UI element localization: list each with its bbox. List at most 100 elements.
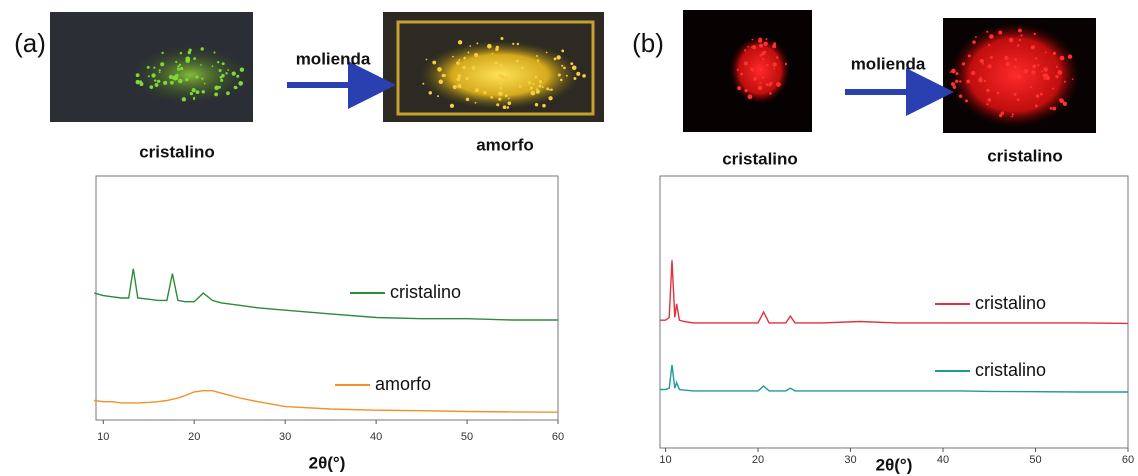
speck <box>763 42 767 46</box>
speck <box>1052 107 1056 111</box>
series-line <box>660 260 1128 323</box>
speck <box>538 85 541 88</box>
speck <box>1012 113 1014 115</box>
speck <box>180 67 183 70</box>
speck <box>737 69 739 71</box>
speck <box>463 66 466 69</box>
speck <box>1032 64 1036 68</box>
speck <box>177 65 179 67</box>
speck <box>752 39 754 41</box>
speck <box>160 62 164 66</box>
speck <box>196 90 200 94</box>
speck <box>496 46 499 49</box>
speck <box>747 46 749 48</box>
speck <box>965 99 968 102</box>
speck <box>744 49 746 51</box>
speck <box>466 98 469 101</box>
speck <box>495 61 498 64</box>
speck <box>177 68 180 71</box>
speck <box>536 55 538 57</box>
speck <box>483 91 486 94</box>
arrow-label: molienda <box>296 49 371 68</box>
legend-label: cristalino <box>975 360 1046 380</box>
speck <box>159 69 161 71</box>
speck <box>537 59 539 61</box>
speck <box>535 76 538 79</box>
speck <box>498 97 501 100</box>
panel-label: (b) <box>632 28 664 58</box>
x-tick-label: 10 <box>97 431 109 443</box>
speck <box>532 83 534 85</box>
speck <box>986 103 988 105</box>
speck <box>442 74 445 77</box>
speck <box>475 88 479 92</box>
speck <box>536 90 540 94</box>
photo-caption: cristalino <box>722 149 798 168</box>
speck <box>751 46 753 48</box>
speck <box>772 44 776 48</box>
speck <box>990 56 993 59</box>
speck <box>1052 88 1054 90</box>
speck <box>1045 51 1047 53</box>
speck <box>744 89 747 92</box>
speck <box>185 78 189 82</box>
speck <box>505 94 508 97</box>
speck <box>535 103 538 106</box>
speck <box>576 72 580 76</box>
speck <box>1072 78 1074 80</box>
speck <box>766 83 769 86</box>
speck <box>504 76 508 80</box>
speck <box>492 53 494 55</box>
speck <box>752 45 756 49</box>
speck <box>185 56 190 61</box>
speck <box>201 78 203 80</box>
speck <box>962 62 965 65</box>
speck <box>519 85 522 88</box>
speck <box>748 94 753 99</box>
x-axis-label: 2θ(°) <box>309 453 346 472</box>
speck <box>759 44 763 48</box>
speck <box>971 71 975 75</box>
speck <box>507 106 510 109</box>
speck <box>458 59 460 61</box>
x-axis-label: 2θ(°) <box>876 455 913 474</box>
speck <box>740 73 743 76</box>
speck <box>762 77 764 79</box>
speck <box>561 65 563 67</box>
speck <box>226 91 230 95</box>
x-tick-label: 40 <box>370 431 382 443</box>
speck <box>1037 64 1039 66</box>
plot-frame <box>660 176 1128 448</box>
speck <box>539 80 542 83</box>
speck <box>1056 66 1058 68</box>
speck <box>157 80 160 83</box>
speck <box>1057 70 1062 75</box>
legend-label: cristalino <box>975 293 1046 313</box>
speck <box>476 42 478 44</box>
speck <box>570 62 573 65</box>
speck <box>182 97 186 101</box>
speck <box>1009 38 1014 43</box>
speck <box>1040 93 1043 96</box>
speck <box>980 59 984 63</box>
speck <box>1035 104 1038 107</box>
speck <box>1014 66 1017 69</box>
speck <box>1001 111 1004 114</box>
speck <box>153 67 155 69</box>
speck <box>762 58 764 60</box>
speck <box>516 60 519 63</box>
speck <box>148 75 150 77</box>
speck <box>546 87 549 90</box>
speck <box>490 96 493 99</box>
speck <box>752 70 754 72</box>
speck <box>169 75 173 79</box>
speck <box>984 80 986 82</box>
speck <box>997 92 1000 95</box>
speck <box>193 57 196 60</box>
speck <box>988 44 990 46</box>
speck <box>193 98 195 100</box>
speck <box>508 101 512 105</box>
speck <box>500 64 503 67</box>
speck <box>556 55 560 59</box>
speck <box>975 36 977 38</box>
